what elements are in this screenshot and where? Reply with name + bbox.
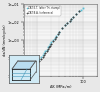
ZAT E.T. (after Trt. stamp)	[51, 42, 52, 43]
ZAT B.A. (reference)	[62, 27, 63, 28]
ZAT E.T. (after Trt. stamp)	[81, 9, 82, 10]
ZAT B.A. (reference)	[51, 43, 52, 44]
Y-axis label: da/dN (mm/cycle): da/dN (mm/cycle)	[3, 24, 7, 56]
ZAT B.A. (reference)	[50, 45, 51, 46]
ZAT E.T. (after Trt. stamp)	[62, 27, 63, 28]
ZAT B.A. (reference)	[71, 18, 72, 19]
ZAT B.A. (reference)	[44, 55, 45, 56]
ZAT E.T. (after Trt. stamp)	[78, 11, 80, 12]
ZAT E.T. (after Trt. stamp)	[64, 24, 66, 26]
ZAT B.A. (reference)	[37, 63, 38, 64]
ZAT E.T. (after Trt. stamp)	[50, 44, 51, 45]
ZAT E.T. (after Trt. stamp)	[40, 56, 42, 57]
ZAT B.A. (reference)	[69, 20, 70, 21]
ZAT B.A. (reference)	[76, 13, 77, 14]
ZAT B.A. (reference)	[59, 31, 60, 32]
ZAT E.T. (after Trt. stamp)	[67, 23, 68, 24]
X-axis label: ΔK (MPa√m): ΔK (MPa√m)	[50, 85, 71, 89]
ZAT E.T. (after Trt. stamp)	[23, 72, 24, 74]
ZAT E.T. (after Trt. stamp)	[46, 49, 47, 50]
ZAT E.T. (after Trt. stamp)	[71, 19, 72, 20]
ZAT E.T. (after Trt. stamp)	[32, 65, 34, 66]
ZAT B.A. (reference)	[73, 16, 74, 17]
ZAT E.T. (after Trt. stamp)	[73, 16, 74, 17]
ZAT E.T. (after Trt. stamp)	[57, 33, 58, 34]
ZAT B.A. (reference)	[56, 36, 57, 37]
ZAT B.A. (reference)	[45, 52, 46, 53]
Line: ZAT B.A. (reference): ZAT B.A. (reference)	[37, 10, 80, 64]
ZAT E.T. (after Trt. stamp)	[54, 37, 56, 38]
ZAT B.A. (reference)	[42, 56, 43, 57]
ZAT E.T. (after Trt. stamp)	[52, 40, 54, 41]
Polygon shape	[12, 61, 36, 69]
ZAT E.T. (after Trt. stamp)	[30, 67, 31, 68]
ZAT E.T. (after Trt. stamp)	[83, 8, 84, 9]
ZAT E.T. (after Trt. stamp)	[35, 62, 36, 63]
ZAT B.A. (reference)	[48, 47, 50, 48]
ZAT E.T. (after Trt. stamp)	[48, 45, 50, 46]
ZAT B.A. (reference)	[47, 49, 49, 50]
ZAT E.T. (after Trt. stamp)	[47, 47, 49, 48]
ZAT B.A. (reference)	[46, 51, 47, 52]
ZAT B.A. (reference)	[64, 24, 66, 26]
ZAT E.T. (after Trt. stamp)	[27, 70, 28, 71]
ZAT E.T. (after Trt. stamp)	[39, 59, 40, 60]
ZAT B.A. (reference)	[39, 60, 40, 62]
ZAT E.T. (after Trt. stamp)	[37, 60, 38, 62]
ZAT E.T. (after Trt. stamp)	[42, 55, 43, 56]
Legend: ZAT E.T. (after Trt. stamp), ZAT B.A. (reference): ZAT E.T. (after Trt. stamp), ZAT B.A. (r…	[25, 6, 61, 16]
ZAT B.A. (reference)	[54, 38, 56, 39]
ZAT E.T. (after Trt. stamp)	[56, 35, 57, 36]
ZAT B.A. (reference)	[67, 23, 68, 24]
ZAT E.T. (after Trt. stamp)	[44, 52, 45, 53]
ZAT E.T. (after Trt. stamp)	[69, 20, 70, 21]
ZAT E.T. (after Trt. stamp)	[76, 13, 77, 14]
ZAT B.A. (reference)	[78, 10, 80, 11]
ZAT B.A. (reference)	[57, 34, 58, 35]
ZAT E.T. (after Trt. stamp)	[45, 51, 46, 52]
ZAT E.T. (after Trt. stamp)	[59, 31, 60, 32]
Line: ZAT E.T. (after Trt. stamp): ZAT E.T. (after Trt. stamp)	[23, 8, 84, 74]
ZAT B.A. (reference)	[52, 40, 54, 42]
ZAT B.A. (reference)	[40, 59, 42, 60]
